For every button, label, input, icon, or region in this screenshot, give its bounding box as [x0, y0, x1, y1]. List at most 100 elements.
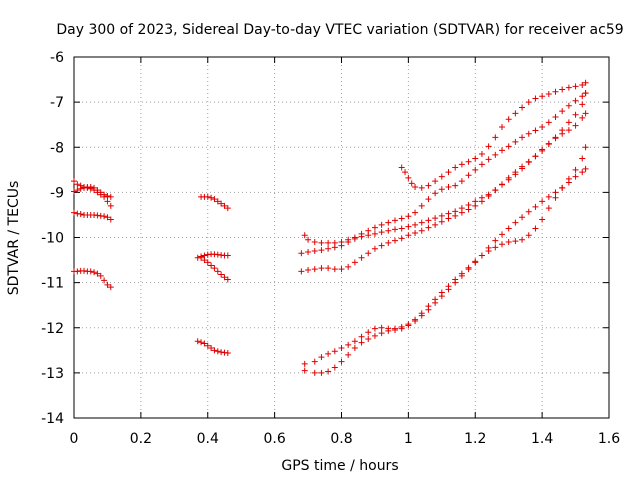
- y-tick-label: -8: [50, 140, 64, 156]
- tick-marks: [73, 56, 610, 419]
- data-point: [331, 244, 338, 251]
- data-point: [338, 358, 345, 365]
- data-point: [492, 151, 499, 158]
- data-point: [445, 286, 452, 293]
- data-point: [208, 345, 215, 352]
- data-point: [512, 138, 519, 145]
- data-point: [318, 265, 325, 272]
- data-point: [472, 155, 479, 162]
- data-point: [552, 88, 559, 95]
- series-s8: [194, 338, 231, 357]
- data-point: [492, 244, 499, 251]
- data-point: [204, 259, 211, 266]
- data-point: [408, 180, 415, 187]
- data-point: [512, 110, 519, 117]
- data-point: [432, 299, 439, 306]
- data-point: [545, 141, 552, 148]
- data-point: [552, 114, 559, 121]
- x-tick-label: 0.8: [330, 431, 352, 447]
- data-point: [371, 224, 378, 231]
- data-point: [492, 187, 499, 194]
- y-tick-label: -13: [41, 366, 64, 382]
- data-point: [331, 266, 338, 273]
- data-point: [198, 254, 205, 261]
- data-point: [101, 213, 108, 220]
- data-point: [351, 345, 358, 352]
- data-point: [211, 347, 218, 354]
- data-point: [101, 191, 108, 198]
- data-point: [438, 186, 445, 193]
- data-point: [402, 169, 409, 176]
- data-point: [545, 193, 552, 200]
- data-point: [465, 206, 472, 213]
- data-point: [559, 108, 566, 115]
- data-point: [512, 238, 519, 245]
- x-axis-label: GPS time / hours: [281, 458, 398, 474]
- data-point: [301, 232, 308, 239]
- data-point: [572, 83, 579, 90]
- data-point: [325, 265, 332, 272]
- data-point: [582, 110, 589, 117]
- series-s7: [198, 254, 231, 283]
- data-point: [539, 147, 546, 154]
- data-point: [392, 217, 398, 224]
- data-point: [74, 187, 81, 194]
- data-point: [94, 187, 101, 194]
- data-point: [532, 203, 539, 210]
- data-point: [565, 127, 572, 134]
- data-point: [519, 134, 526, 141]
- data-point: [499, 231, 505, 238]
- data-point: [499, 123, 505, 130]
- data-point: [71, 188, 77, 195]
- data-point: [465, 158, 472, 165]
- data-point: [218, 271, 225, 278]
- data-point: [107, 193, 114, 200]
- series-s5: [198, 193, 231, 212]
- data-point: [214, 198, 221, 205]
- data-point: [194, 338, 201, 345]
- data-point: [214, 268, 221, 275]
- data-point: [325, 245, 332, 252]
- data-point: [478, 151, 485, 158]
- series-s6: [194, 251, 231, 261]
- data-point: [432, 190, 439, 197]
- data-point: [104, 281, 111, 288]
- series-s2: [71, 183, 114, 200]
- x-tick-labels: 0 0.2 0.4 0.6 0.8 1 1.2 1.4 1.6: [70, 431, 621, 447]
- data-point: [71, 209, 77, 216]
- data-point: [565, 84, 572, 91]
- data-point: [572, 173, 579, 180]
- data-point: [499, 181, 505, 188]
- data-point: [311, 239, 318, 246]
- x-tick-label: 0.6: [263, 431, 285, 447]
- data-point: [532, 153, 539, 160]
- data-point: [311, 358, 318, 365]
- data-point: [318, 239, 325, 246]
- data-point: [91, 184, 98, 191]
- series-s14: [301, 165, 589, 376]
- data-point: [552, 189, 559, 196]
- data-point: [351, 338, 358, 345]
- data-point: [565, 102, 572, 109]
- y-tick-label: -11: [41, 276, 64, 292]
- data-point: [224, 205, 231, 212]
- series-s4: [71, 267, 114, 291]
- data-point: [438, 293, 445, 300]
- data-point: [365, 232, 372, 239]
- data-point: [398, 323, 405, 330]
- data-point: [465, 266, 472, 273]
- data-point: [91, 269, 98, 276]
- data-point: [425, 196, 432, 203]
- data-point: [365, 250, 372, 257]
- data-point: [385, 239, 392, 246]
- data-point: [392, 237, 398, 244]
- data-point: [325, 368, 332, 375]
- data-point: [412, 221, 419, 228]
- data-point: [452, 279, 459, 286]
- data-point: [458, 161, 465, 168]
- data-point: [499, 241, 505, 248]
- data-point: [385, 219, 392, 226]
- data-point: [221, 202, 228, 209]
- x-tick-label: 1: [404, 431, 413, 447]
- data-point: [579, 114, 586, 121]
